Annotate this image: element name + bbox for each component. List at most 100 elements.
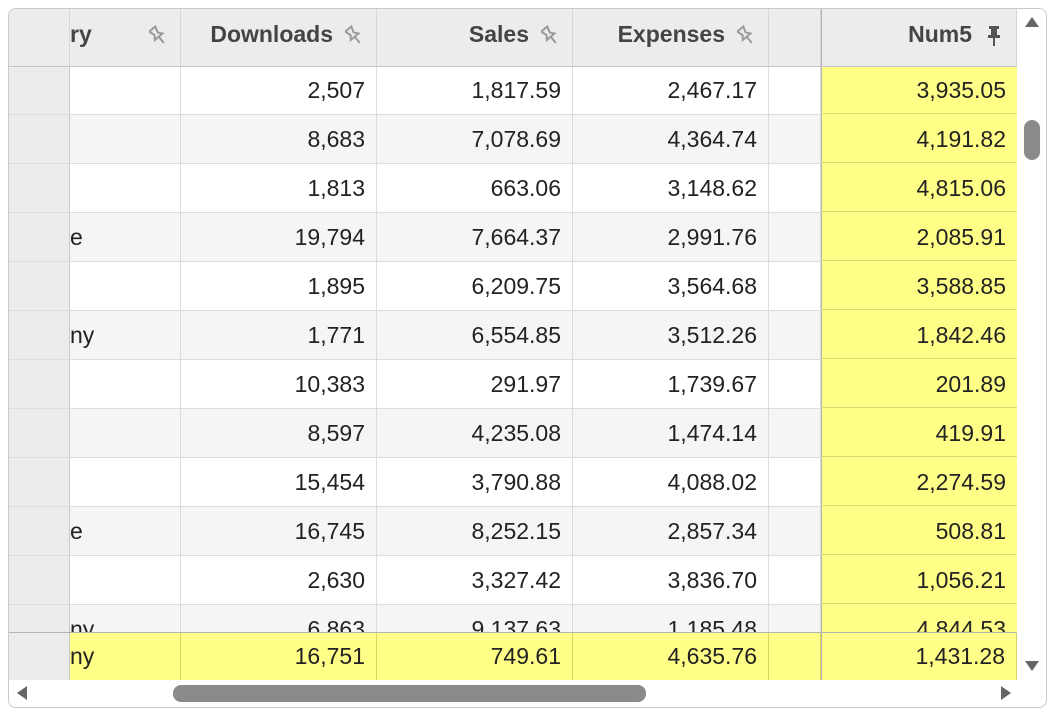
cell-sales[interactable]: 1,817.59 (377, 66, 573, 114)
cell-downloads[interactable]: 8,597 (181, 409, 377, 457)
cell-downloads[interactable]: 1,895 (181, 262, 377, 310)
cell-num5[interactable]: 1,056.21 (821, 556, 1017, 604)
cell-category[interactable] (70, 66, 181, 114)
scroll-up-arrow-icon[interactable] (1025, 17, 1039, 27)
cell-sales[interactable]: 6,209.75 (377, 262, 573, 310)
cell-category[interactable] (70, 556, 181, 604)
cell-sales[interactable]: 6,554.85 (377, 311, 573, 359)
pin-outline-icon[interactable] (737, 25, 755, 47)
cell-downloads[interactable]: 19,794 (181, 213, 377, 261)
cell-downloads[interactable]: 10,383 (181, 360, 377, 408)
cell-sales[interactable]: 663.06 (377, 164, 573, 212)
vertical-scrollbar[interactable] (1017, 9, 1046, 680)
cell-category[interactable] (70, 360, 181, 408)
cell-downloads[interactable]: 1,813 (181, 164, 377, 212)
cell-category[interactable]: ny (70, 311, 181, 359)
cell-category[interactable] (70, 409, 181, 457)
cell-num5[interactable]: 508.81 (821, 507, 1017, 555)
footer-cell-sales[interactable]: 749.61 (377, 633, 573, 680)
scroll-down-arrow-icon[interactable] (1025, 661, 1039, 671)
column-header-category[interactable]: ry (70, 9, 181, 67)
cell-category[interactable] (70, 458, 181, 506)
cell-num5[interactable]: 4,815.06 (821, 164, 1017, 212)
cell-sales[interactable]: 291.97 (377, 360, 573, 408)
row-header-cell (9, 409, 70, 457)
row-header-cell (9, 115, 70, 163)
cell-downloads[interactable]: 2,630 (181, 556, 377, 604)
cell-expenses[interactable]: 2,467.17 (573, 66, 769, 114)
column-header-expenses[interactable]: Expenses (573, 9, 769, 67)
cell-hidden[interactable] (769, 458, 821, 506)
cell-downloads[interactable]: 2,507 (181, 66, 377, 114)
cell-num5[interactable]: 4,191.82 (821, 115, 1017, 163)
cell-expenses[interactable]: 2,857.34 (573, 507, 769, 555)
cell-category[interactable]: e (70, 507, 181, 555)
cell-num5[interactable]: 3,588.85 (821, 262, 1017, 310)
pin-outline-icon[interactable] (345, 25, 363, 47)
cell-hidden[interactable] (769, 409, 821, 457)
cell-sales[interactable]: 8,252.15 (377, 507, 573, 555)
table-row: 15,454 3,790.88 4,088.02 (9, 458, 1017, 507)
cell-num5[interactable]: 1,842.46 (821, 311, 1017, 359)
cell-sales[interactable]: 4,235.08 (377, 409, 573, 457)
footer-cell-num5[interactable]: 1,431.28 (821, 633, 1017, 680)
cell-expenses[interactable]: 3,564.68 (573, 262, 769, 310)
cell-downloads[interactable]: 1,771 (181, 311, 377, 359)
cell-downloads[interactable]: 16,745 (181, 507, 377, 555)
cell-hidden[interactable] (769, 556, 821, 604)
cell-category[interactable]: e (70, 213, 181, 261)
data-grid: 2,507 1,817.59 2,467.17 8,683 7,078.69 4,364.… (8, 8, 1047, 708)
cell-hidden[interactable] (769, 360, 821, 408)
cell-expenses[interactable]: 3,512.26 (573, 311, 769, 359)
cell-hidden[interactable] (769, 66, 821, 114)
cell-sales[interactable]: 7,664.37 (377, 213, 573, 261)
cell-hidden[interactable] (769, 262, 821, 310)
footer-cell-category[interactable]: ny (70, 633, 181, 680)
cell-hidden[interactable] (769, 115, 821, 163)
cell-num5[interactable]: 201.89 (821, 360, 1017, 408)
cell-hidden[interactable] (769, 605, 821, 653)
scroll-right-arrow-icon[interactable] (1001, 686, 1011, 700)
column-header-downloads-label: Downloads (210, 21, 333, 47)
cell-num5[interactable]: 2,274.59 (821, 458, 1017, 506)
table-row: 10,383 291.97 1,739.67 (9, 360, 1017, 409)
cell-sales[interactable]: 7,078.69 (377, 115, 573, 163)
vertical-scroll-thumb[interactable] (1024, 120, 1040, 160)
cell-hidden[interactable] (769, 311, 821, 359)
cell-expenses[interactable]: 1,474.14 (573, 409, 769, 457)
cell-expenses[interactable]: 3,836.70 (573, 556, 769, 604)
column-header-sales[interactable]: Sales (377, 9, 573, 67)
cell-expenses[interactable]: 4,364.74 (573, 115, 769, 163)
cell-num5[interactable]: 3,935.05 (821, 66, 1017, 114)
pin-outline-icon[interactable] (541, 25, 559, 47)
cell-category[interactable] (70, 115, 181, 163)
cell-hidden[interactable] (769, 507, 821, 555)
row-header-cell (9, 213, 70, 261)
footer-cell-downloads[interactable]: 16,751 (181, 633, 377, 680)
scroll-left-arrow-icon[interactable] (17, 686, 27, 700)
footer-cell-expenses[interactable]: 4,635.76 (573, 633, 769, 680)
pin-outline-icon[interactable] (149, 25, 167, 47)
horizontal-scroll-thumb[interactable] (173, 685, 646, 702)
footer-cell-hidden[interactable] (769, 633, 821, 680)
cell-sales[interactable]: 3,790.88 (377, 458, 573, 506)
cell-expenses[interactable]: 3,148.62 (573, 164, 769, 212)
column-header-hidden[interactable] (769, 9, 821, 67)
column-header-num5-label: Num5 (908, 21, 972, 47)
cell-num5[interactable]: 419.91 (821, 409, 1017, 457)
pin-filled-icon[interactable] (985, 25, 1003, 47)
cell-expenses[interactable]: 1,739.67 (573, 360, 769, 408)
column-header-num5[interactable]: Num5 (821, 9, 1017, 67)
column-header-downloads[interactable]: Downloads (181, 9, 377, 67)
cell-hidden[interactable] (769, 164, 821, 212)
cell-expenses[interactable]: 2,991.76 (573, 213, 769, 261)
cell-hidden[interactable] (769, 213, 821, 261)
cell-downloads[interactable]: 8,683 (181, 115, 377, 163)
cell-sales[interactable]: 3,327.42 (377, 556, 573, 604)
cell-expenses[interactable]: 4,088.02 (573, 458, 769, 506)
cell-category[interactable] (70, 164, 181, 212)
cell-num5[interactable]: 2,085.91 (821, 213, 1017, 261)
horizontal-scrollbar[interactable] (9, 680, 1017, 707)
cell-category[interactable] (70, 262, 181, 310)
cell-downloads[interactable]: 15,454 (181, 458, 377, 506)
